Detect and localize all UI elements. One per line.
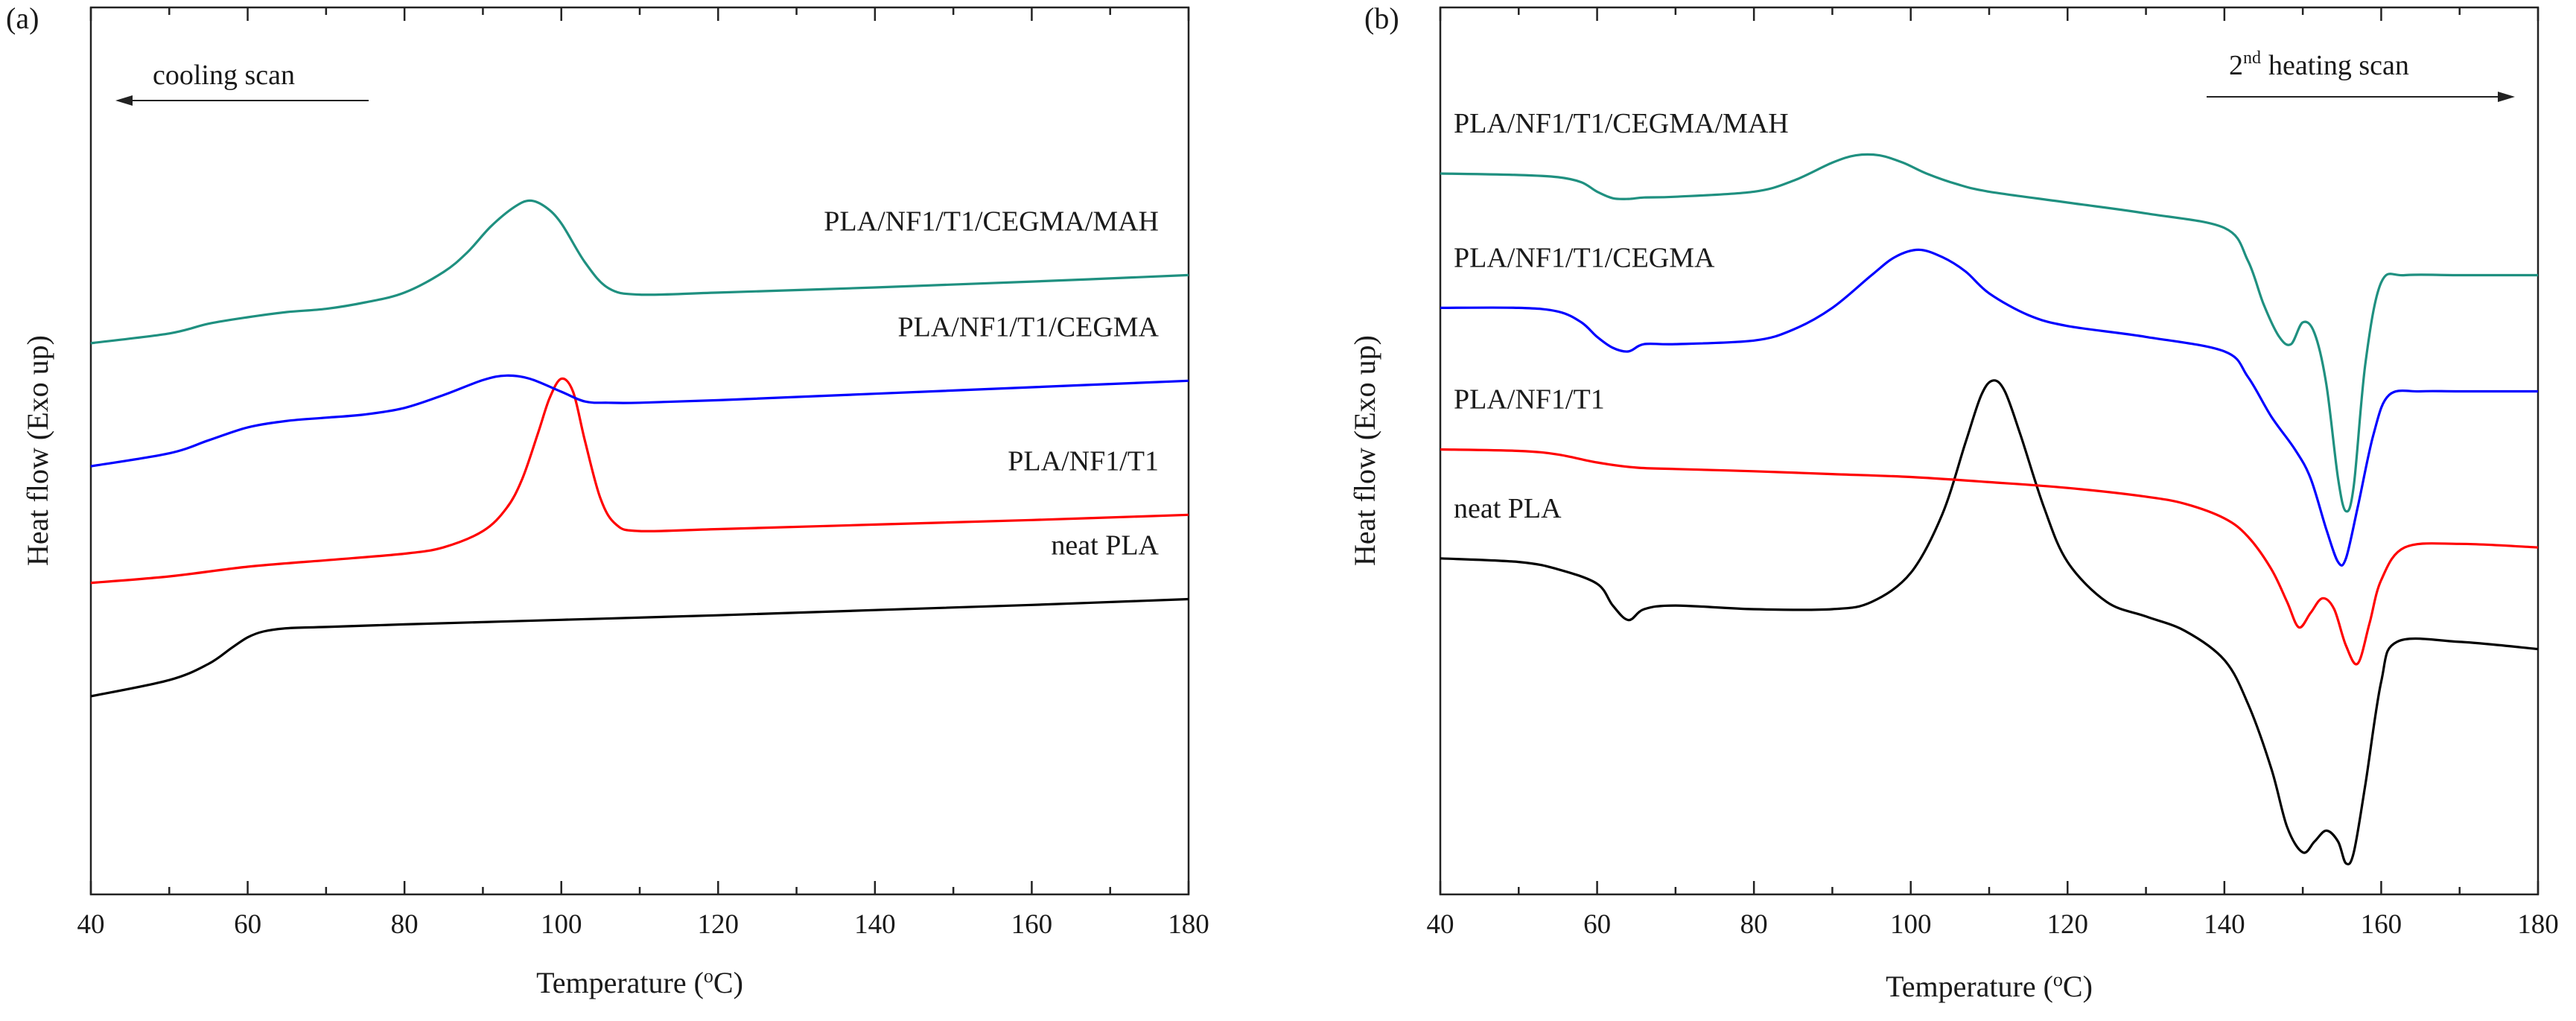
x-tick-label: 140 — [2204, 909, 2245, 940]
x-ticks — [1439, 7, 2540, 894]
x-tick-label: 40 — [77, 909, 105, 940]
annotation-text: 2nd heating scan — [2229, 48, 2409, 81]
series-lines — [1440, 153, 2539, 866]
chart-panel-b: (b) 40 60 80 100 120 140 160 180 neat PLA PLA/NF… — [1348, 1, 2559, 1003]
series-label: neat PLA — [1454, 493, 1562, 524]
series-line — [1440, 153, 2538, 513]
x-tick-label: 180 — [2517, 909, 2559, 940]
annotation-text: cooling scan — [153, 60, 295, 91]
series-label: PLA/NF1/T1/CEGMA/MAH — [824, 206, 1159, 237]
chart-panel-a: (a) 40 60 80 100 120 140 160 180 neat PLA PLA/NF… — [6, 1, 1209, 999]
series-labels: neat PLA PLA/NF1/T1 PLA/NF1/T1/CEGMA PLA/NF… — [1454, 108, 1789, 524]
panel-label: (a) — [6, 1, 39, 35]
x-tick-label: 160 — [1011, 909, 1053, 940]
x-tick-label: 100 — [541, 909, 582, 940]
plot-frame — [1439, 6, 2540, 896]
x-tick-label: 120 — [2047, 909, 2089, 940]
x-axis-title: Temperature (oC) — [536, 965, 743, 999]
x-tick-label: 100 — [1890, 909, 1932, 940]
series-label: PLA/NF1/T1/CEGMA — [1454, 242, 1715, 273]
x-tick-label: 140 — [854, 909, 896, 940]
y-axis-title: Heat flow (Exo up) — [21, 335, 54, 566]
annotation-arrow-head — [115, 95, 133, 106]
annotation: cooling scan — [115, 60, 369, 106]
series-label: PLA/NF1/T1 — [1454, 384, 1605, 416]
x-ticks — [89, 7, 1190, 894]
x-tick-label: 40 — [1427, 909, 1454, 940]
series-line — [90, 374, 1189, 468]
series-label: PLA/NF1/T1 — [1008, 445, 1159, 477]
x-tick-label: 160 — [2361, 909, 2402, 940]
series-label: PLA/NF1/T1/CEGMA/MAH — [1454, 108, 1789, 139]
y-axis-title: Heat flow (Exo up) — [1348, 335, 1381, 566]
series-line — [1440, 379, 2539, 866]
series-labels: neat PLA PLA/NF1/T1 PLA/NF1/T1/CEGMA PLA/NF… — [824, 206, 1159, 561]
series-line — [90, 377, 1189, 585]
series-line — [1440, 248, 2538, 567]
x-tick-labels: 40 60 80 100 120 140 160 180 — [77, 909, 1209, 940]
series-label: neat PLA — [1051, 529, 1159, 561]
x-axis-title: Temperature (oC) — [1886, 969, 2093, 1003]
series-line — [1440, 448, 2539, 666]
degree-superscript: o — [704, 965, 713, 987]
x-tick-label: 80 — [391, 909, 419, 940]
annotation: 2nd heating scan — [2207, 48, 2515, 102]
x-tick-label: 180 — [1168, 909, 1209, 940]
x-tick-label: 60 — [1583, 909, 1611, 940]
annotation-arrow-head — [2498, 92, 2515, 102]
unit-suffix: C) — [2063, 970, 2093, 1003]
series-line — [90, 199, 1189, 345]
x-tick-labels: 40 60 80 100 120 140 160 180 — [1427, 909, 2559, 940]
series-line — [90, 597, 1189, 698]
x-tick-label: 80 — [1740, 909, 1768, 940]
series-lines — [90, 199, 1189, 698]
panel-label: (b) — [1364, 1, 1399, 35]
degree-superscript: o — [2053, 969, 2063, 990]
x-tick-label: 60 — [234, 909, 261, 940]
x-tick-label: 120 — [698, 909, 740, 940]
unit-suffix: C) — [713, 966, 743, 999]
series-label: PLA/NF1/T1/CEGMA — [898, 311, 1160, 343]
